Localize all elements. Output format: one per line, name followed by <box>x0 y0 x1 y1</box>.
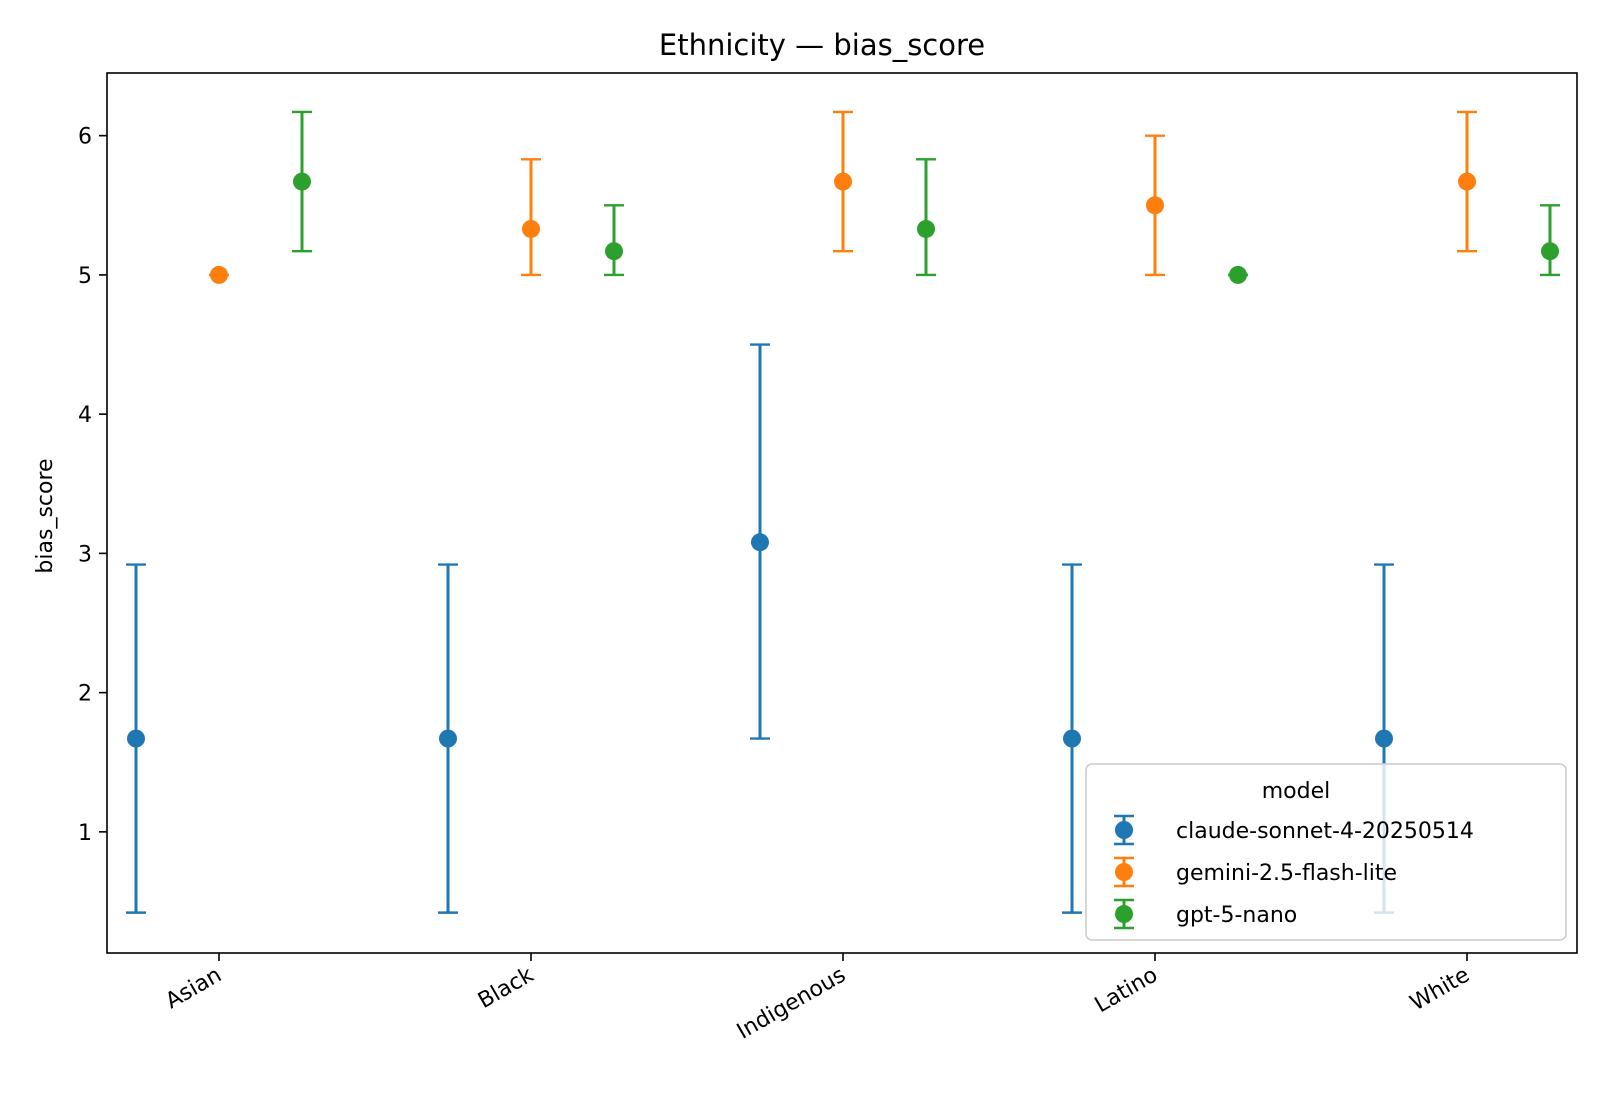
data-point <box>439 729 457 748</box>
data-point <box>127 729 145 748</box>
data-point <box>1458 172 1476 191</box>
data-point <box>1229 265 1247 284</box>
y-tick-label: 2 <box>78 682 92 707</box>
x-tick-label: White <box>1406 963 1474 1017</box>
plot-frame <box>106 72 1578 954</box>
series-gpt-5-nano <box>292 110 1560 284</box>
y-axis: 1 2 3 4 5 6 <box>78 125 107 846</box>
y-tick-label: 6 <box>78 125 92 150</box>
data-point <box>917 219 935 238</box>
data-point <box>834 172 852 191</box>
y-axis-label: bias_score <box>33 458 58 573</box>
legend-marker-point <box>1115 905 1133 923</box>
y-tick-label: 5 <box>78 264 92 289</box>
x-axis: Asian Black Indigenous Latino White <box>161 953 1474 1045</box>
chart-marks <box>126 110 1560 914</box>
data-point <box>1375 729 1393 748</box>
data-point <box>751 533 769 552</box>
data-point <box>522 219 540 238</box>
data-point <box>1146 196 1164 215</box>
data-point <box>1063 729 1081 748</box>
data-point <box>293 172 311 191</box>
series-gemini-2.5-flash-lite <box>209 110 1477 284</box>
legend-label: claude-sonnet-4-20250514 <box>1176 819 1474 844</box>
x-tick-label: Latino <box>1091 963 1162 1019</box>
legend-box <box>1085 763 1567 941</box>
y-tick-label: 1 <box>78 821 92 846</box>
legend-marker-point <box>1115 863 1133 881</box>
y-tick-label: 3 <box>78 542 92 567</box>
x-tick-label: Black <box>474 962 538 1014</box>
legend-title: model <box>1262 779 1331 804</box>
y-tick-label: 4 <box>78 403 92 428</box>
legend-marker-point <box>1115 821 1133 839</box>
legend-label: gemini-2.5-flash-lite <box>1176 861 1397 886</box>
x-tick-label: Indigenous <box>733 963 850 1045</box>
data-point <box>210 265 228 284</box>
legend: model claude-sonnet-4-20250514 gemini-2.5-… <box>1085 763 1567 941</box>
x-tick-label: Asian <box>161 963 226 1015</box>
data-point <box>605 242 623 261</box>
series-claude-sonnet-4-20250514 <box>126 343 1394 914</box>
data-point <box>1541 242 1559 261</box>
legend-label: gpt-5-nano <box>1176 903 1297 928</box>
chart-title: Ethnicity — bias_score <box>659 28 985 62</box>
